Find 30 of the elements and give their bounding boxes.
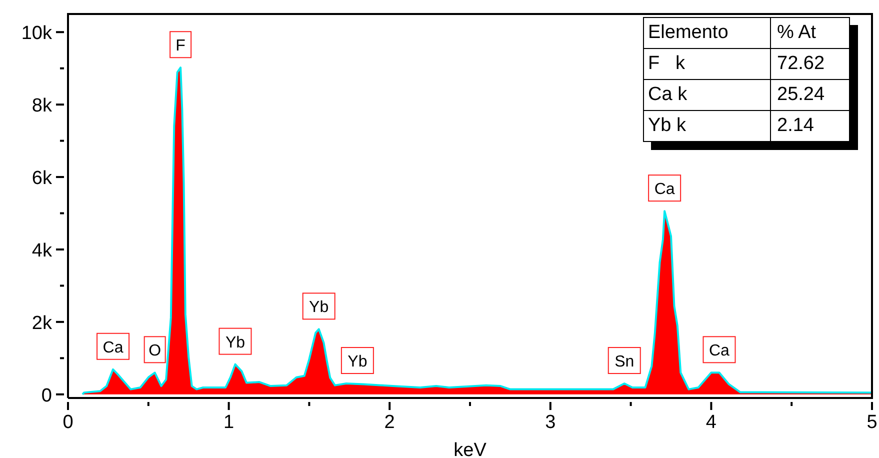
x-tick-label: 0 bbox=[62, 412, 74, 433]
annotation: Ca bbox=[709, 342, 730, 360]
y-tick-label: 0 bbox=[41, 385, 52, 406]
y-tick-label: 8k bbox=[32, 96, 52, 117]
y-tick-label: 4k bbox=[32, 240, 52, 262]
annotation: 2.14 bbox=[770, 110, 850, 142]
annotation: % At bbox=[770, 18, 850, 48]
annotation: Ca bbox=[102, 339, 124, 356]
annotation: Yb bbox=[348, 354, 368, 371]
x-tick-label: 5 bbox=[866, 412, 878, 433]
annotation: Elemento bbox=[644, 18, 770, 48]
annotation: Ca bbox=[654, 181, 675, 198]
annotation: F k bbox=[644, 48, 770, 80]
annotation: F bbox=[176, 38, 186, 55]
y-tick-label: 2k bbox=[32, 312, 52, 334]
annotation: 25.24 bbox=[770, 80, 850, 110]
x-axis-title: keV bbox=[454, 440, 487, 458]
x-tick-label: 3 bbox=[545, 412, 556, 433]
annotation: Yb bbox=[309, 299, 329, 316]
annotation: Ca k bbox=[644, 80, 770, 110]
annotation: Sn bbox=[614, 354, 634, 371]
annotation: 72.62 bbox=[770, 48, 850, 80]
annotation: Yb k bbox=[644, 110, 770, 142]
annotation: O bbox=[148, 342, 162, 360]
y-tick-label: 10k bbox=[21, 23, 52, 44]
x-tick-label: 1 bbox=[224, 412, 234, 433]
x-tick-label: 2 bbox=[384, 412, 395, 433]
y-tick-label: 6k bbox=[32, 168, 52, 190]
annotation: Yb bbox=[225, 334, 246, 352]
x-tick-label: 4 bbox=[706, 412, 717, 433]
